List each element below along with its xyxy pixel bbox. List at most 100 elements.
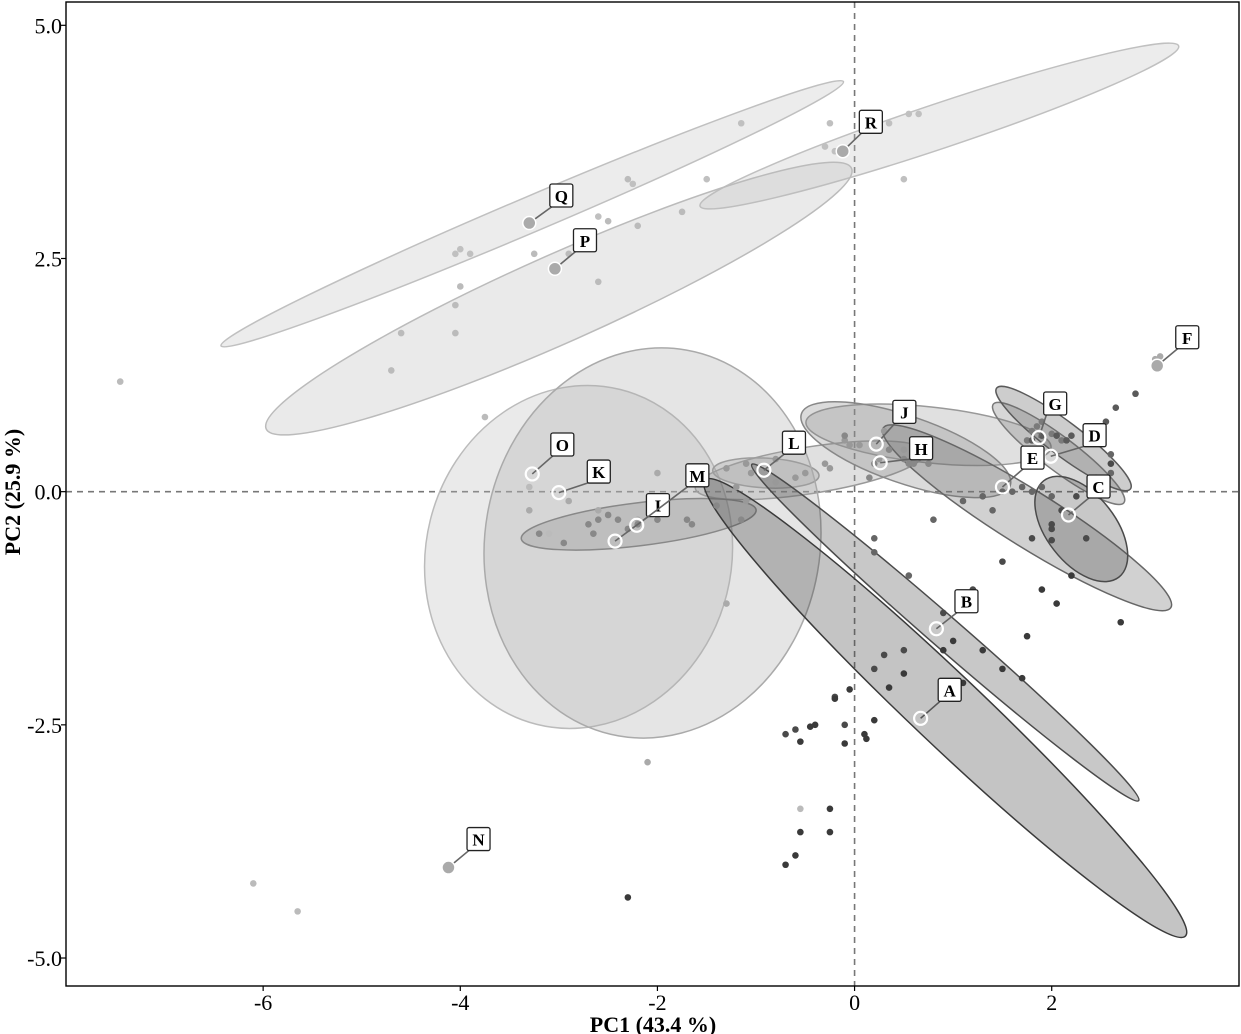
point-a bbox=[1068, 572, 1075, 579]
point-o bbox=[452, 301, 459, 309]
centroid-q bbox=[522, 215, 537, 231]
point-l bbox=[747, 469, 755, 477]
point-d bbox=[1053, 432, 1060, 440]
point-h bbox=[885, 446, 893, 453]
point-d bbox=[1063, 437, 1070, 444]
y-tick-label: 0.0 bbox=[35, 480, 63, 505]
y-axis-title: PC2 (25.9 %) bbox=[0, 429, 25, 555]
point-i bbox=[654, 516, 661, 523]
point-f bbox=[1156, 353, 1164, 360]
group-label-n: N bbox=[472, 831, 485, 850]
axes: -6 -4 -2 0 2 5.0 2.5 0.0 -2.5 -5.0 bbox=[27, 1, 1240, 1015]
centroid-n bbox=[441, 860, 456, 875]
point-g bbox=[1033, 423, 1041, 430]
point-k bbox=[525, 507, 533, 514]
point-a bbox=[624, 894, 632, 901]
centroid-a bbox=[913, 710, 929, 726]
point-p bbox=[456, 283, 464, 290]
point-q bbox=[737, 119, 745, 127]
point-k bbox=[654, 469, 661, 477]
group-label-box-g bbox=[1043, 391, 1068, 416]
point-a bbox=[782, 861, 789, 869]
point-m bbox=[846, 441, 853, 449]
centroid-c bbox=[1060, 507, 1077, 523]
point-a bbox=[811, 721, 819, 729]
point-l bbox=[723, 465, 730, 472]
point-a bbox=[900, 670, 908, 677]
point-d bbox=[1112, 404, 1120, 412]
point-a bbox=[1117, 618, 1125, 626]
y-tick-label: -2.5 bbox=[27, 713, 62, 738]
x-tick-label: 2 bbox=[1046, 990, 1057, 1015]
group-label-a: A bbox=[944, 681, 957, 700]
label-leader-g bbox=[1038, 413, 1048, 438]
point-r bbox=[826, 119, 834, 127]
point-m bbox=[742, 497, 750, 505]
point-a bbox=[870, 716, 878, 724]
point-n bbox=[797, 805, 804, 813]
point-a bbox=[1023, 632, 1031, 640]
centroid-k bbox=[551, 485, 567, 501]
point-c bbox=[1107, 460, 1115, 467]
point-q bbox=[452, 250, 459, 258]
point-p bbox=[624, 175, 632, 183]
group-label-box-m bbox=[685, 463, 710, 488]
point-b bbox=[1028, 535, 1036, 542]
ellipse-c bbox=[1034, 475, 1129, 583]
label-leader-l bbox=[763, 452, 786, 471]
point-o bbox=[397, 329, 405, 337]
group-label-box-o bbox=[550, 432, 575, 457]
point-m bbox=[732, 483, 740, 491]
centroid-o bbox=[524, 466, 540, 482]
group-label-box-d bbox=[1082, 423, 1107, 448]
point-i bbox=[585, 521, 592, 528]
point-r bbox=[915, 110, 922, 118]
point-e bbox=[1038, 483, 1046, 491]
group-label-d: D bbox=[1088, 427, 1100, 446]
y-tick-label: -5.0 bbox=[27, 946, 62, 971]
group-label-box-a bbox=[937, 677, 962, 702]
label-leader-b bbox=[935, 611, 959, 630]
point-b bbox=[999, 558, 1006, 565]
point-q bbox=[629, 180, 637, 188]
group-label-box-f bbox=[1175, 325, 1200, 350]
centroid-p bbox=[547, 261, 563, 277]
point-m bbox=[821, 460, 829, 467]
centroid-e bbox=[994, 479, 1011, 495]
point-a bbox=[831, 695, 839, 703]
point-h bbox=[905, 460, 913, 467]
point-j bbox=[841, 437, 849, 444]
centroid-h bbox=[872, 455, 888, 471]
x-tick-label: 0 bbox=[849, 990, 860, 1015]
point-p bbox=[678, 208, 686, 216]
point-o bbox=[387, 367, 395, 374]
point-b bbox=[1048, 521, 1056, 528]
centroid-g bbox=[1031, 429, 1047, 446]
point-b bbox=[870, 665, 878, 673]
point-a bbox=[885, 684, 893, 691]
group-label-box-b bbox=[954, 589, 979, 614]
point-g bbox=[1023, 437, 1031, 444]
group-label-p: P bbox=[580, 232, 590, 251]
point-a bbox=[797, 828, 804, 836]
point-e bbox=[905, 572, 913, 579]
point-r bbox=[821, 143, 829, 150]
point-p bbox=[530, 250, 538, 258]
label-leader-m bbox=[636, 485, 690, 526]
group-label-box-r bbox=[858, 109, 883, 134]
point-o bbox=[525, 483, 533, 491]
point-b bbox=[939, 609, 947, 617]
point-m bbox=[772, 479, 780, 486]
point-e bbox=[1008, 488, 1016, 495]
point-q bbox=[466, 250, 474, 258]
label-leader-j bbox=[875, 421, 897, 445]
point-i bbox=[594, 516, 602, 523]
point-e bbox=[1028, 488, 1036, 495]
y-tick-label: 2.5 bbox=[35, 246, 63, 271]
point-k bbox=[723, 600, 730, 607]
point-m bbox=[801, 469, 809, 477]
point-n bbox=[294, 908, 301, 915]
point-l bbox=[792, 474, 799, 481]
point-k bbox=[594, 507, 602, 514]
point-i bbox=[560, 539, 568, 547]
